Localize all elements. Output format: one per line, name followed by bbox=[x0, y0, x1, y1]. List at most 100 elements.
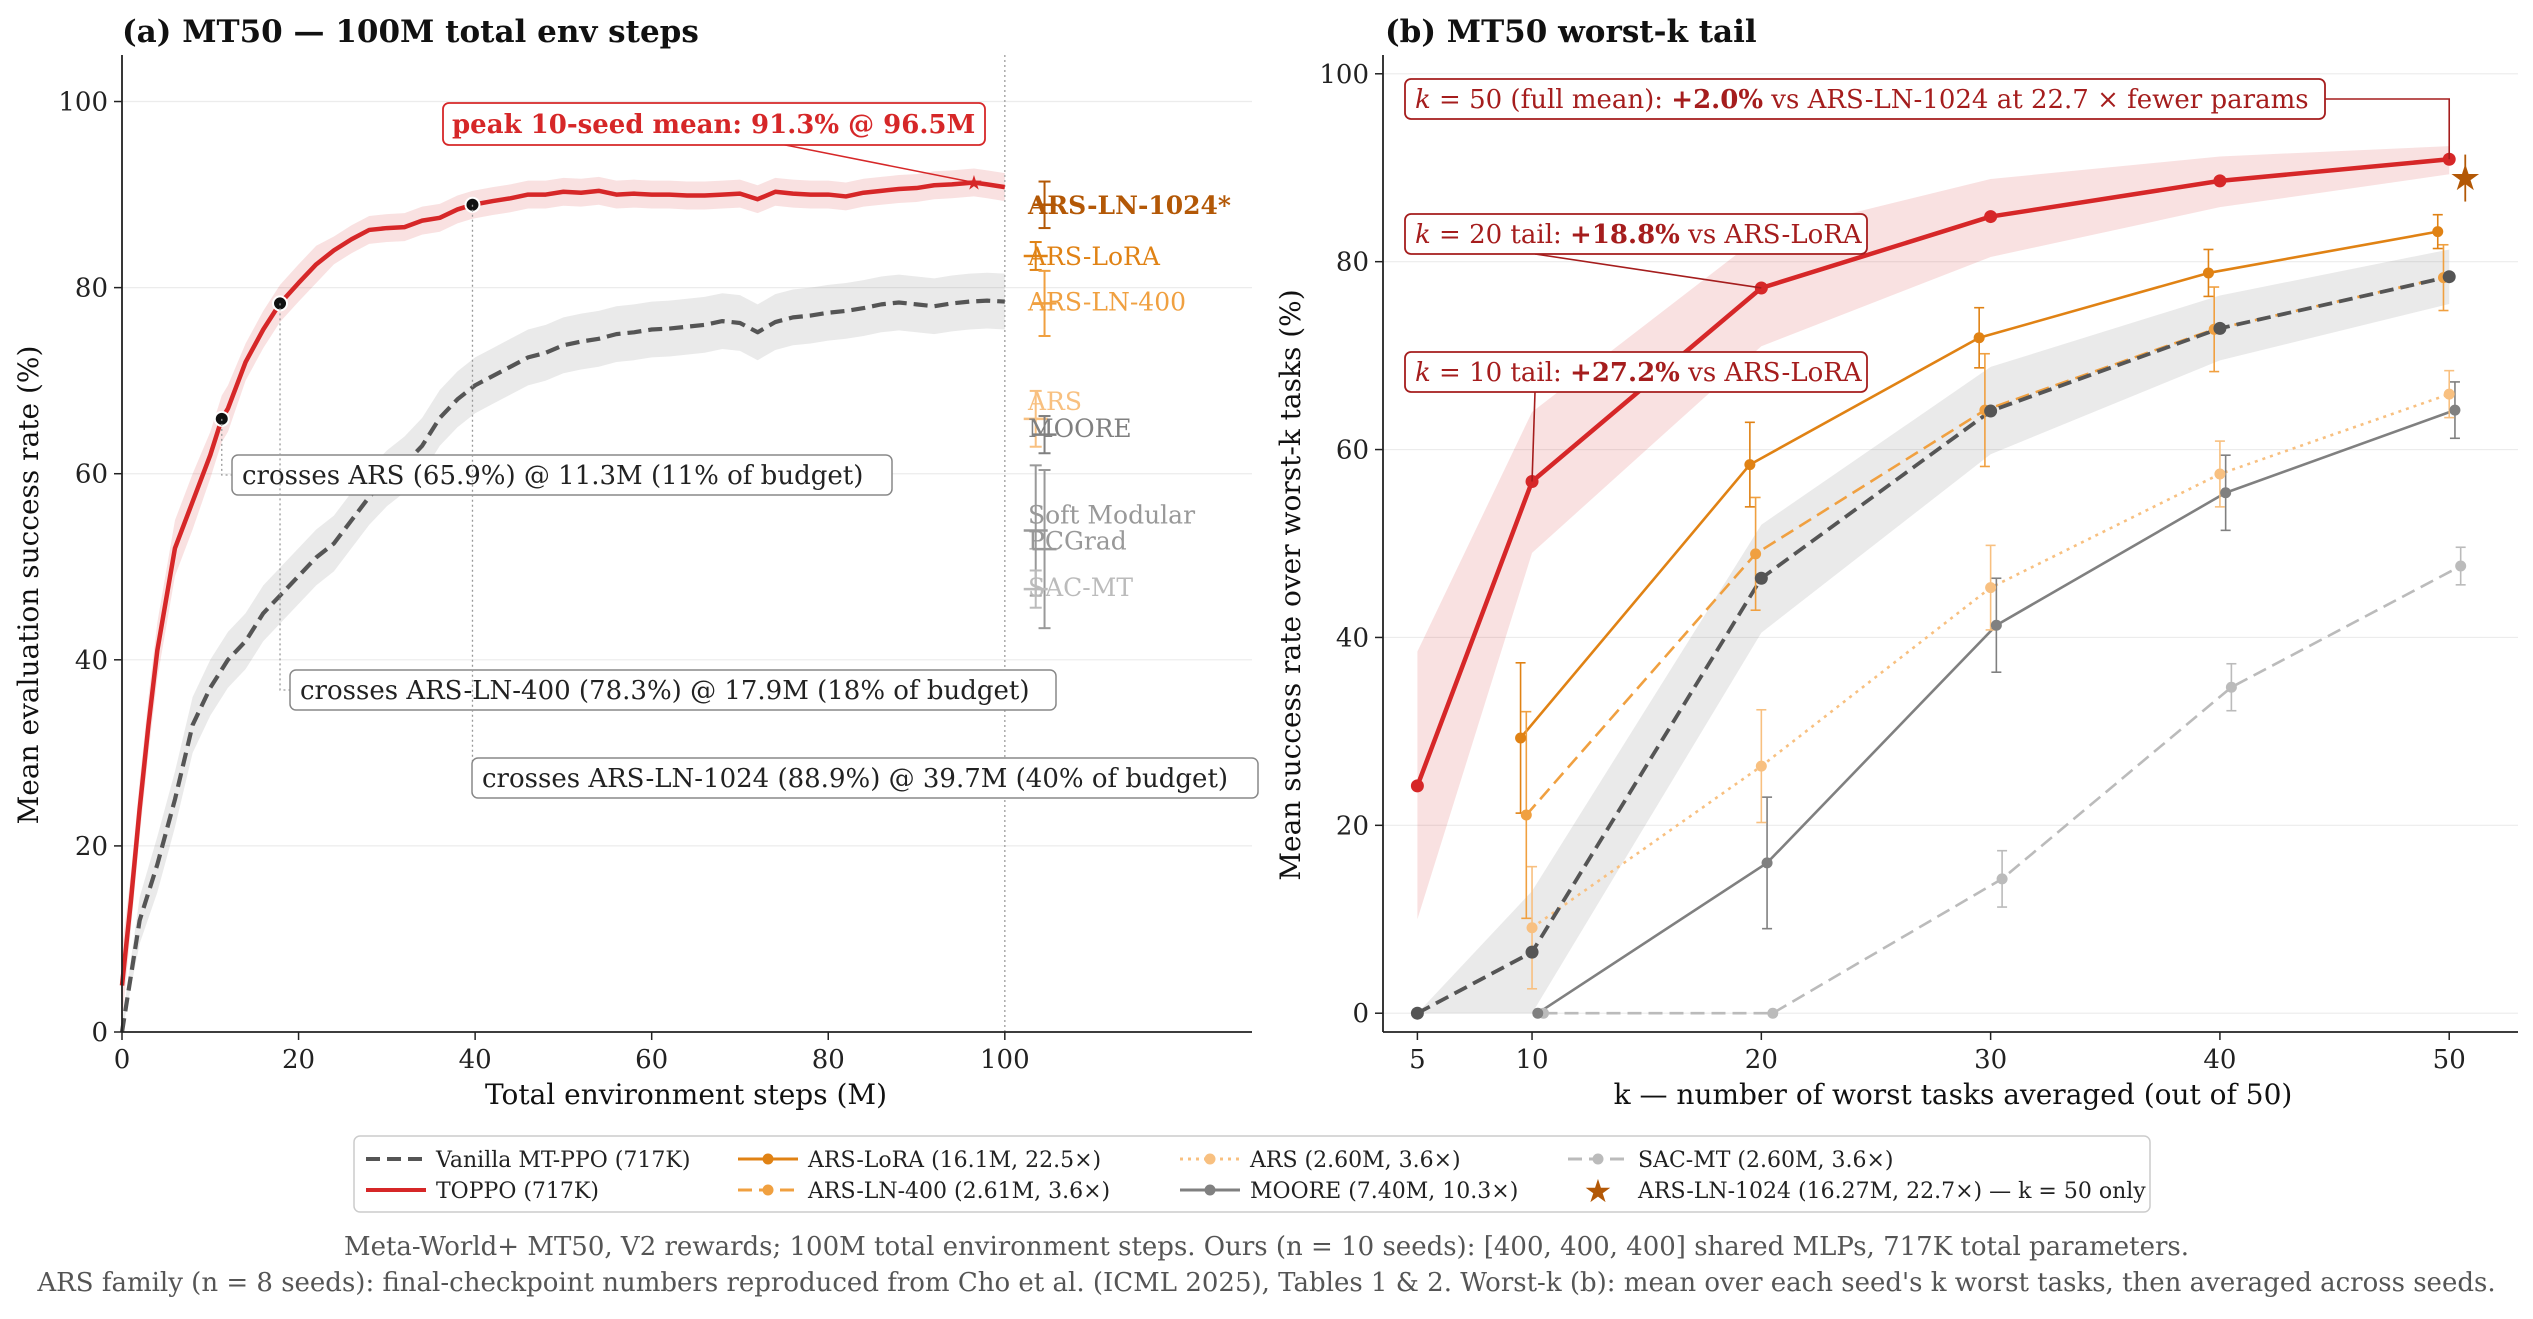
crossing-label-box bbox=[289, 669, 1057, 711]
baseline-label: ARS-LN-400 bbox=[1027, 288, 1186, 317]
peak-label: peak 10-seed mean: 91.3% @ 96.5M bbox=[452, 110, 975, 140]
baseline-label: PCGrad bbox=[1028, 527, 1127, 556]
crossing-label: crosses ARS-LN-400 (78.3%) @ 17.9M (18% … bbox=[300, 676, 1030, 706]
panel-a-axes bbox=[121, 55, 1252, 1033]
y-tick-label: 100 bbox=[1319, 60, 1369, 90]
baseline-label: Soft Modular bbox=[1028, 501, 1195, 530]
annotation-text-2: vs ARS-LN-1024 at 22.7 × fewer params bbox=[1763, 85, 2309, 115]
peak-label-box bbox=[442, 102, 986, 146]
legend-box bbox=[353, 1135, 2151, 1213]
baseline-label: SAC-MT bbox=[1028, 573, 1133, 602]
confidence-band bbox=[122, 272, 1005, 1032]
data-point bbox=[1744, 459, 1756, 471]
legend-star: ★ bbox=[1584, 1172, 1613, 1210]
annotation-box bbox=[1404, 351, 1868, 393]
legend-marker bbox=[1592, 1153, 1604, 1165]
panel-b-ticks: 5 10 20 30 40 50 0 20 40 60 80 100 bbox=[1319, 60, 2465, 1075]
x-tick-label: 40 bbox=[2203, 1045, 2236, 1075]
panel-a-xlabel: Total environment steps (M) bbox=[485, 1078, 887, 1111]
x-tick-label: 80 bbox=[812, 1045, 845, 1075]
y-tick-label: 80 bbox=[1336, 248, 1369, 278]
data-point bbox=[1996, 873, 2008, 885]
data-point bbox=[2442, 270, 2456, 284]
series-line bbox=[1416, 274, 2450, 1015]
x-tick-label: 50 bbox=[2433, 1045, 2466, 1075]
data-point bbox=[2225, 681, 2237, 693]
annotation-leader bbox=[2325, 98, 2451, 160]
y-tick-label: 20 bbox=[1336, 811, 1369, 841]
data-point bbox=[1410, 1006, 1424, 1020]
data-point bbox=[2213, 321, 2227, 335]
star-marker: ★ bbox=[2449, 158, 2481, 199]
data-point bbox=[2220, 487, 2232, 499]
annotation-text: k = 20 tail: +18.8% vs ARS-LoRA bbox=[1415, 220, 1863, 250]
data-point bbox=[1520, 809, 1532, 821]
baseline-label: ARS bbox=[1027, 387, 1082, 416]
y-tick-label: 100 bbox=[58, 88, 108, 118]
panel-b: (b) MT50 worst-k tail ★ 5 10 20 30 40 50 0 20 40… bbox=[1274, 14, 2518, 1111]
annotation-k: k bbox=[1415, 85, 1431, 115]
panel-b-title: (b) MT50 worst-k tail bbox=[1385, 14, 1757, 50]
data-point bbox=[1526, 922, 1538, 934]
data-point bbox=[1525, 945, 1539, 959]
annotation-text-1: = 50 (full mean): bbox=[1431, 85, 1672, 115]
crossing-label: crosses ARS-LN-1024 (88.9%) @ 39.7M (40%… bbox=[482, 764, 1228, 794]
panel-b-gridlines bbox=[1383, 73, 2518, 1014]
data-point bbox=[1984, 404, 1998, 418]
x-tick-label: 0 bbox=[114, 1045, 131, 1075]
series-line bbox=[1543, 564, 2462, 1015]
panel-b-annotations: k = 50 (full mean): +2.0% vs ARS-LN-1024… bbox=[1404, 78, 2451, 482]
data-point bbox=[1985, 582, 1997, 594]
data-point bbox=[1767, 1007, 1779, 1019]
x-tick-label: 5 bbox=[1409, 1045, 1426, 1075]
annotation-text-1: = 10 tail: bbox=[1431, 358, 1570, 388]
panel-b-axes bbox=[1382, 55, 2518, 1033]
data-point bbox=[1973, 332, 1985, 344]
legend-label: SAC-MT (2.60M, 3.6×) bbox=[1638, 1148, 1894, 1173]
panel-b-bands bbox=[1417, 146, 2450, 1014]
data-point bbox=[2202, 267, 2214, 279]
legend-label: ARS-LoRA (16.1M, 22.5×) bbox=[807, 1148, 1101, 1173]
panel-a-bands bbox=[122, 168, 1005, 1032]
baseline-label: ARS-LoRA bbox=[1027, 242, 1161, 271]
x-tick-label: 20 bbox=[1745, 1045, 1778, 1075]
legend-label: ARS-LN-1024 (16.27M, 22.7×) — k = 50 onl… bbox=[1637, 1179, 2146, 1204]
legend-marker bbox=[1204, 1184, 1216, 1196]
annotation-bold: +27.2% bbox=[1570, 358, 1680, 388]
data-point bbox=[1754, 571, 1768, 585]
annotation-leader bbox=[1531, 391, 1536, 482]
panel-a-ticks: 0 20 40 60 80 100 0 20 40 60 80 100 bbox=[58, 88, 1029, 1075]
baseline-label: MOORE bbox=[1028, 414, 1132, 443]
x-tick-label: 30 bbox=[1974, 1045, 2007, 1075]
y-tick-label: 80 bbox=[75, 274, 108, 304]
panel-b-ylabel: Mean success rate over worst-k tasks (%) bbox=[1274, 289, 1307, 880]
x-tick-label: 20 bbox=[282, 1045, 315, 1075]
data-point bbox=[1761, 857, 1773, 869]
annotation-leader bbox=[1534, 253, 1762, 289]
data-point bbox=[2213, 174, 2227, 188]
y-tick-label: 40 bbox=[75, 646, 108, 676]
x-tick-label: 40 bbox=[459, 1045, 492, 1075]
legend-marker bbox=[762, 1184, 774, 1196]
x-tick-label: 10 bbox=[1515, 1045, 1548, 1075]
series-line bbox=[1415, 157, 2450, 787]
data-point bbox=[1750, 548, 1762, 560]
y-tick-label: 20 bbox=[75, 832, 108, 862]
crossing-label-box bbox=[231, 454, 893, 496]
data-point bbox=[1532, 1007, 1544, 1019]
x-tick-label: 60 bbox=[635, 1045, 668, 1075]
annotation-box bbox=[1404, 213, 1868, 255]
y-tick-label: 40 bbox=[1336, 623, 1369, 653]
panel-a-lines bbox=[119, 180, 1006, 1033]
y-tick-label: 0 bbox=[91, 1018, 108, 1048]
x-tick-label: 100 bbox=[980, 1045, 1030, 1075]
panel-b-markers: ★ bbox=[1410, 152, 2481, 1020]
annotation-bold: +2.0% bbox=[1671, 85, 1763, 115]
panel-a-annotations: crosses ARS (65.9%) @ 11.3M (11% of budg… bbox=[221, 102, 1259, 799]
crossing-label: crosses ARS (65.9%) @ 11.3M (11% of budg… bbox=[242, 461, 863, 491]
annotation-text-2: vs ARS-LoRA bbox=[1680, 220, 1863, 250]
legend-label: ARS-LN-400 (2.61M, 3.6×) bbox=[807, 1179, 1110, 1204]
legend-marker bbox=[1204, 1153, 1216, 1165]
legend-marker bbox=[762, 1153, 774, 1165]
data-point bbox=[1755, 760, 1767, 772]
